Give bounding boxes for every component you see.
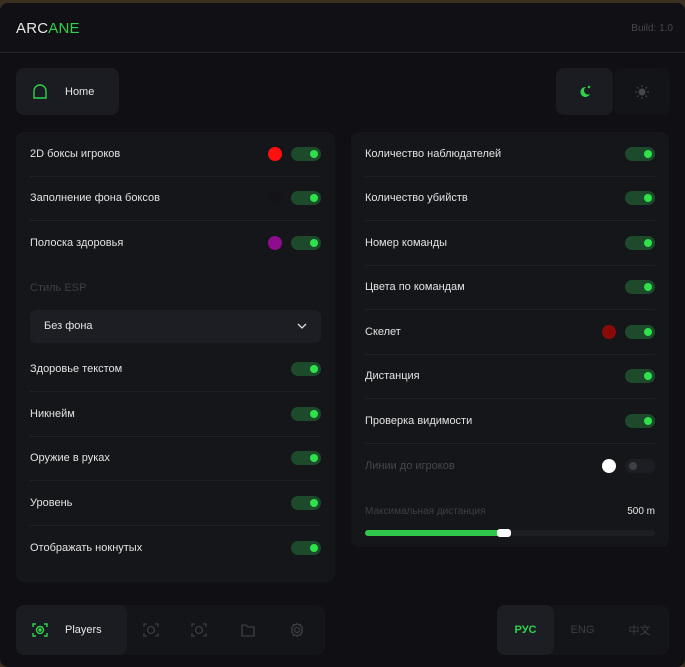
setting-row: Проверка видимости [365, 399, 655, 444]
toggle-switch[interactable] [291, 191, 321, 206]
setting-row: Заполнение фона боксов [30, 177, 321, 221]
lang-chinese[interactable]: 中文 [628, 625, 651, 637]
color-picker[interactable] [268, 146, 282, 161]
toggle-switch[interactable] [291, 236, 321, 251]
setting-label: 2D боксы игроков [30, 147, 121, 160]
toggle-switch[interactable] [291, 406, 321, 421]
toggle-switch[interactable] [625, 369, 655, 384]
toggle-switch[interactable] [625, 458, 655, 473]
setting-label: Полоска здоровья [30, 237, 124, 250]
esp-style-select[interactable]: Без фона [30, 309, 321, 343]
setting-row: Никнейм [30, 392, 321, 437]
setting-row: Номер команды [365, 221, 655, 266]
toggle-switch[interactable] [625, 235, 655, 250]
esp-style-value: Без фона [44, 320, 93, 332]
right-settings-panel: Количество наблюдателей Количество убийст… [351, 132, 669, 547]
setting-label: Здоровье текстом [30, 363, 123, 376]
setting-row: Отображать нокнутых [30, 526, 321, 571]
tab-settings[interactable] [273, 605, 321, 655]
setting-label: Номер команды [365, 236, 448, 249]
lang-eng[interactable]: ENG [570, 624, 595, 636]
build-version: Build: 1.0 [631, 23, 673, 34]
setting-row: Дистанция [365, 355, 655, 399]
color-picker[interactable] [602, 324, 616, 339]
setting-row: 2D боксы игроков [30, 132, 321, 177]
setting-label: Уровень [30, 496, 73, 509]
toggle-switch[interactable] [625, 280, 655, 295]
setting-label: Оружие в руках [30, 452, 110, 465]
header: ARCANE Build: 1.0 [0, 3, 685, 53]
max-distance-slider[interactable] [365, 529, 655, 537]
setting-label: Отображать нокнутых [30, 541, 143, 554]
setting-label: Количество наблюдателей [365, 147, 502, 160]
setting-row: Здоровье текстом [30, 348, 321, 392]
dark-theme-button[interactable] [556, 68, 613, 115]
chevron-down-icon [297, 323, 307, 329]
light-theme-button[interactable] [614, 68, 670, 115]
slider-handle[interactable] [497, 529, 512, 537]
setting-row: Количество наблюдателей [365, 132, 655, 177]
setting-label: Цвета по командам [365, 281, 465, 294]
color-picker[interactable] [602, 458, 616, 473]
tab-visuals[interactable] [127, 605, 175, 655]
esp-style-label: Стиль ESP [30, 281, 87, 294]
toggle-switch[interactable] [291, 540, 321, 555]
language-bar: РУС ENG 中文 [497, 605, 669, 655]
logo-accent: ANE [48, 20, 80, 37]
gear-icon [290, 622, 304, 638]
tab-aim[interactable] [175, 605, 223, 655]
setting-label: Никнейм [30, 407, 75, 420]
toggle-switch[interactable] [625, 413, 655, 428]
bottom-tab-bar: Players [16, 605, 325, 655]
logo-text: ARC [16, 20, 49, 37]
setting-row: Линии до игроков [365, 444, 655, 489]
setting-label: Проверка видимости [365, 414, 473, 427]
setting-row: Оружие в руках [30, 437, 321, 481]
home-button[interactable]: Home [16, 68, 119, 115]
max-distance-label: Максимальная дистанция [365, 506, 486, 517]
eye-scan-icon [143, 623, 159, 637]
lang-rus[interactable]: РУС [497, 605, 554, 655]
sun-icon [635, 84, 649, 99]
max-distance-value: 500 m [627, 506, 655, 517]
app-window: ARCANE Build: 1.0 Home 2D боксы игроков З… [0, 3, 685, 667]
setting-label: Скелет [365, 325, 401, 338]
home-icon [33, 83, 47, 99]
setting-row: Скелет [365, 310, 655, 355]
setting-row: Цвета по командам [365, 266, 655, 310]
color-picker[interactable] [268, 191, 282, 206]
max-distance-header: Максимальная дистанция 500 m [365, 488, 655, 517]
logo: ARCANE [16, 20, 80, 37]
setting-label: Дистанция [365, 370, 420, 383]
toggle-switch[interactable] [291, 362, 321, 377]
slider-fill [365, 530, 505, 536]
players-icon [32, 623, 48, 637]
setting-row: Количество убийств [365, 177, 655, 221]
toggle-switch[interactable] [291, 451, 321, 466]
setting-label: Количество убийств [365, 192, 468, 205]
folder-icon [241, 624, 255, 637]
toggle-switch[interactable] [291, 146, 321, 161]
setting-label: Линии до игроков [365, 459, 455, 472]
eye-scan-icon [191, 623, 207, 637]
tab-players[interactable]: Players [16, 605, 127, 655]
setting-row: Полоска здоровья [30, 221, 321, 266]
setting-row: Уровень [30, 481, 321, 526]
moon-icon [579, 85, 590, 97]
toggle-switch[interactable] [291, 495, 321, 510]
tab-players-label: Players [65, 624, 102, 636]
color-picker[interactable] [268, 236, 282, 251]
setting-label: Заполнение фона боксов [30, 192, 160, 205]
home-label: Home [65, 85, 95, 98]
tab-configs[interactable] [223, 605, 273, 655]
toggle-switch[interactable] [625, 324, 655, 339]
left-settings-panel: 2D боксы игроков Заполнение фона боксов По… [16, 132, 335, 582]
toggle-switch[interactable] [625, 146, 655, 161]
toggle-switch[interactable] [625, 191, 655, 206]
